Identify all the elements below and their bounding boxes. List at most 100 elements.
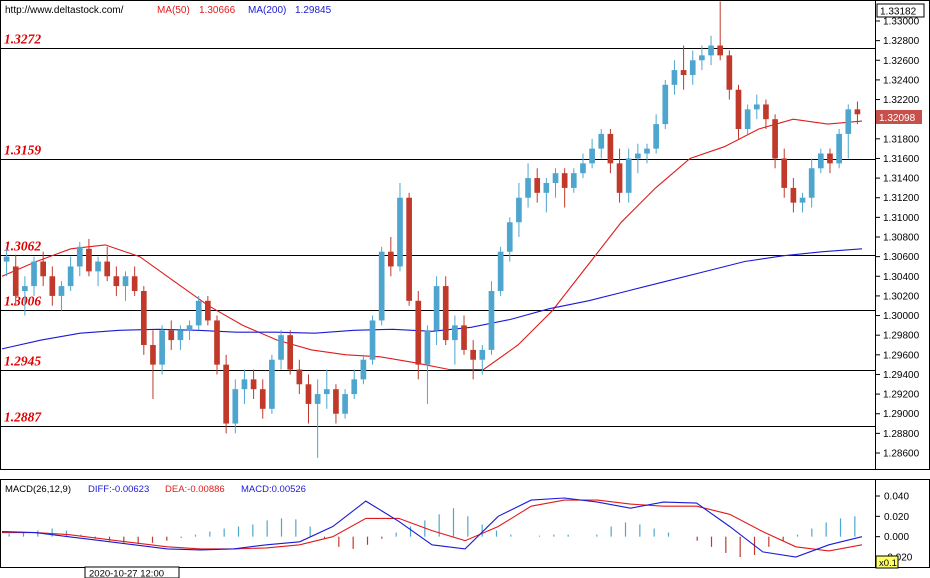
candle-body-63: [580, 163, 586, 174]
price-tick-label-13: 1.30200: [883, 291, 920, 302]
price-tick-label-21: 1.28600: [883, 449, 920, 460]
macd-title: MACD(26,12,9): [5, 484, 71, 495]
candle-body-40: [369, 320, 376, 360]
candle-body-45: [415, 300, 422, 365]
level-label-5: 1.2887: [4, 410, 42, 425]
max-price-label: 1.33182: [880, 7, 917, 18]
candle-body-23: [214, 320, 220, 365]
candle-body-43: [397, 197, 403, 267]
ma50-value: 1.30666: [199, 5, 236, 16]
candle-body-28: [259, 389, 266, 409]
candle-body-29: [269, 359, 275, 409]
candle-body-78: [717, 45, 724, 56]
candle-body-36: [333, 389, 339, 414]
source-url: http://www.deltastock.com/: [5, 5, 124, 16]
candlestick-series: [3, 1, 861, 458]
price-tick-label-17: 1.29400: [883, 370, 920, 381]
price-tick-label-3: 1.32400: [883, 75, 920, 86]
candle-body-79: [726, 55, 733, 90]
candle-body-91: [836, 133, 842, 164]
level-label-3: 1.3006: [4, 294, 41, 309]
macd-diff-label: DIFF:-0.00623: [88, 484, 149, 495]
candle-body-31: [287, 335, 294, 370]
price-panel-frame: [0, 0, 876, 470]
candle-body-53: [488, 291, 495, 350]
candle-body-26: [241, 379, 248, 390]
macd-tick-label-0: 0.040: [884, 492, 909, 503]
candle-body-32: [296, 369, 303, 385]
candle-body-38: [351, 379, 358, 395]
candle-body-16: [150, 345, 156, 365]
current-price-label: 1.32098: [879, 113, 916, 124]
candle-body-24: [223, 364, 229, 424]
candle-body-50: [461, 325, 467, 350]
candle-body-11: [104, 261, 111, 277]
candle-body-56: [516, 197, 522, 223]
candle-body-65: [598, 133, 605, 149]
candle-body-54: [497, 251, 504, 291]
candle-body-64: [589, 148, 595, 164]
candle-body-71: [653, 124, 659, 149]
price-tick-label-19: 1.29000: [883, 409, 920, 420]
candle-body-34: [314, 394, 321, 404]
candle-body-48: [442, 286, 449, 341]
candle-body-70: [644, 148, 650, 154]
candle-body-57: [525, 178, 531, 198]
macd-panel-frame: [0, 479, 876, 568]
candle-body-86: [790, 187, 797, 203]
candle-body-69: [635, 153, 641, 159]
candle-body-44: [406, 197, 412, 301]
candle-body-82: [753, 104, 760, 110]
max-price-box: [876, 3, 925, 18]
candle-body-76: [699, 55, 705, 61]
candle-body-55: [506, 222, 513, 252]
candle-body-89: [817, 153, 824, 169]
candle-body-92: [845, 109, 852, 134]
candle-body-25: [232, 389, 239, 424]
ma50-label: MA(50): [157, 5, 190, 16]
candle-body-68: [625, 158, 632, 193]
candle-body-85: [781, 158, 788, 188]
candle-body-72: [662, 84, 669, 125]
candle-body-52: [479, 349, 486, 360]
price-tick-label-18: 1.29200: [883, 390, 920, 401]
candle-body-87: [799, 197, 806, 203]
candle-body-8: [76, 246, 83, 267]
zoom-box[interactable]: [875, 555, 899, 569]
candle-body-30: [278, 335, 284, 360]
ma50-line: [1, 118, 863, 371]
macd-axis-frame: [875, 479, 930, 568]
candle-body-9: [86, 248, 92, 272]
candle-body-93: [854, 109, 861, 115]
macd-dea-line: [2, 499, 863, 552]
zoom-label: x0.1: [879, 558, 897, 569]
price-tick-label-2: 1.32600: [883, 56, 920, 67]
price-axis-ticks: 1.33000 1.32800 1.32600 1.32400 1.32200 1.318…: [875, 17, 920, 460]
candle-body-6: [58, 286, 65, 296]
candle-body-15: [140, 291, 147, 345]
candle-body-1: [12, 266, 19, 296]
level-label-1: 1.3159: [4, 143, 41, 158]
candle-body-21: [195, 300, 202, 326]
candle-body-18: [168, 330, 175, 341]
candle-body-46: [424, 330, 431, 365]
candle-body-47: [433, 286, 440, 331]
candle-body-90: [827, 153, 833, 164]
candle-body-14: [131, 276, 138, 291]
price-tick-label-1: 1.32800: [883, 36, 920, 47]
price-tick-label-14: 1.30000: [883, 311, 920, 322]
candle-body-12: [113, 276, 120, 287]
macd-diff-line: [1, 497, 863, 558]
candle-body-83: [763, 104, 769, 120]
candle-body-80: [735, 89, 742, 129]
candle-body-84: [772, 119, 778, 159]
price-tick-label-20: 1.28800: [883, 429, 920, 440]
candle-body-20: [186, 325, 193, 331]
macd-tick-label-2: 0.000: [884, 532, 909, 543]
candle-body-75: [689, 60, 696, 75]
ma200-label: MA(200): [248, 5, 286, 16]
candle-body-27: [250, 379, 257, 390]
candle-body-33: [305, 384, 312, 404]
candle-body-13: [122, 276, 129, 287]
